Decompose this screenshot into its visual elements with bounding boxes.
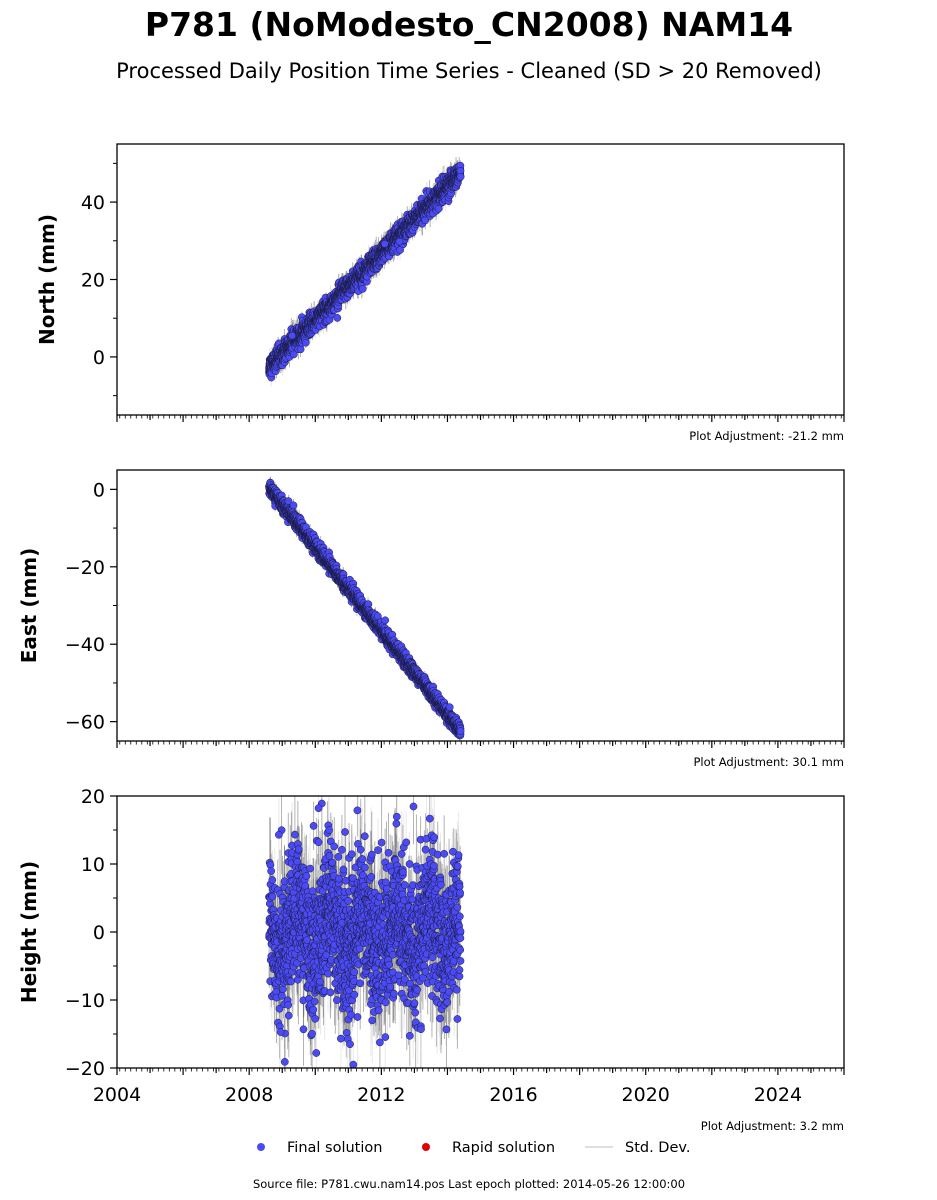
y-tick-label: 20: [81, 270, 105, 292]
north-final-solution-points: [265, 161, 465, 382]
final-solution-point: [358, 285, 367, 293]
north-data-group: [265, 156, 465, 387]
final-solution-point: [288, 331, 296, 340]
y-tick-label: 0: [93, 347, 105, 369]
final-solution-point: [333, 314, 342, 322]
east-data-group: [265, 476, 465, 741]
final-solution-point: [395, 237, 404, 246]
north-axis-label: North (mm): [35, 214, 59, 345]
figure-title: P781 (NoModesto_CN2008) NAM14: [145, 5, 793, 44]
north-panel: 0 20 40 North (mm) Plot Adjustment: -21.2 mm: [35, 143, 845, 443]
final-solution-point: [456, 172, 465, 181]
y-tick-label: 40: [81, 192, 105, 214]
final-solution-point: [301, 338, 310, 347]
final-solution-point: [380, 240, 389, 248]
figure-subtitle: Processed Daily Position Time Series - C…: [116, 59, 822, 83]
final-solution-point: [289, 350, 298, 359]
north-plot-adjustment: Plot Adjustment: -21.2 mm: [689, 429, 844, 443]
north-axes-frame: [116, 143, 845, 416]
